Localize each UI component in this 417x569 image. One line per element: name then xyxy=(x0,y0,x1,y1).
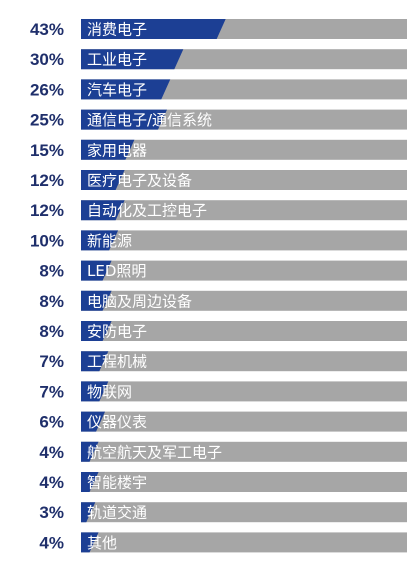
value-label: 12% xyxy=(30,171,64,190)
bar xyxy=(81,19,226,39)
value-label: 3% xyxy=(39,503,64,522)
category-label: 其他 xyxy=(87,534,117,552)
bar xyxy=(81,290,112,311)
category-label: 自动化及工控电子 xyxy=(87,202,207,220)
value-label: 7% xyxy=(39,382,64,401)
bar-track xyxy=(81,139,407,160)
category-label: 航空航天及军工电子 xyxy=(87,443,222,461)
value-label: 4% xyxy=(39,533,64,552)
category-label: 消费电子 xyxy=(87,21,147,39)
bar xyxy=(81,260,112,281)
bar-track xyxy=(81,260,407,281)
value-label: 30% xyxy=(30,50,64,69)
bar xyxy=(81,532,99,553)
bar xyxy=(81,472,99,492)
category-label: 工程机械 xyxy=(87,353,147,371)
category-label: 电脑及周边设备 xyxy=(87,292,192,310)
bar xyxy=(81,139,135,160)
category-label: 通信电子/通信系统 xyxy=(87,111,212,129)
value-label: 8% xyxy=(39,322,64,341)
bar xyxy=(81,381,109,402)
bar xyxy=(81,109,167,130)
category-label: 物联网 xyxy=(87,383,132,401)
bar xyxy=(81,321,112,341)
bar xyxy=(81,49,184,70)
bar xyxy=(81,200,125,221)
category-label: 仪器仪表 xyxy=(87,413,147,431)
category-label: 智能楼宇 xyxy=(87,474,147,492)
value-label: 43% xyxy=(30,20,64,39)
bar-track xyxy=(81,351,407,372)
value-label: 15% xyxy=(30,141,64,160)
bar-track xyxy=(81,230,407,251)
value-label: 4% xyxy=(39,443,64,462)
bar-track xyxy=(81,200,407,221)
value-label: 10% xyxy=(30,231,64,250)
value-label: 4% xyxy=(39,473,64,492)
bar-track xyxy=(81,170,407,190)
bar-track xyxy=(81,532,407,553)
value-label: 7% xyxy=(39,352,64,371)
bar xyxy=(81,79,171,100)
bar xyxy=(81,441,99,462)
bar xyxy=(81,502,96,523)
bar-track xyxy=(81,502,407,523)
bar-track xyxy=(81,290,407,311)
value-label: 25% xyxy=(30,111,64,130)
value-label: 8% xyxy=(39,262,64,281)
category-label: 新能源 xyxy=(87,232,132,250)
value-label: 8% xyxy=(39,292,64,311)
bar-track xyxy=(81,411,407,432)
category-label: 安防电子 xyxy=(87,323,147,341)
value-label: 12% xyxy=(30,201,64,220)
value-label: 6% xyxy=(39,413,64,432)
category-label: 汽车电子 xyxy=(87,81,147,99)
bar-track xyxy=(81,381,407,402)
bar xyxy=(81,411,106,432)
category-label: 家用电器 xyxy=(87,141,147,159)
category-label: 轨道交通 xyxy=(87,504,147,522)
bar-track xyxy=(81,441,407,462)
value-label: 26% xyxy=(30,80,64,99)
bar xyxy=(81,351,109,372)
category-label: 工业电子 xyxy=(87,51,147,69)
bar-track xyxy=(81,321,407,341)
category-label: LED照明 xyxy=(87,262,146,280)
category-label: 医疗电子及设备 xyxy=(87,172,192,190)
bar xyxy=(81,170,125,190)
bar xyxy=(81,230,119,251)
bar-track xyxy=(81,472,407,492)
